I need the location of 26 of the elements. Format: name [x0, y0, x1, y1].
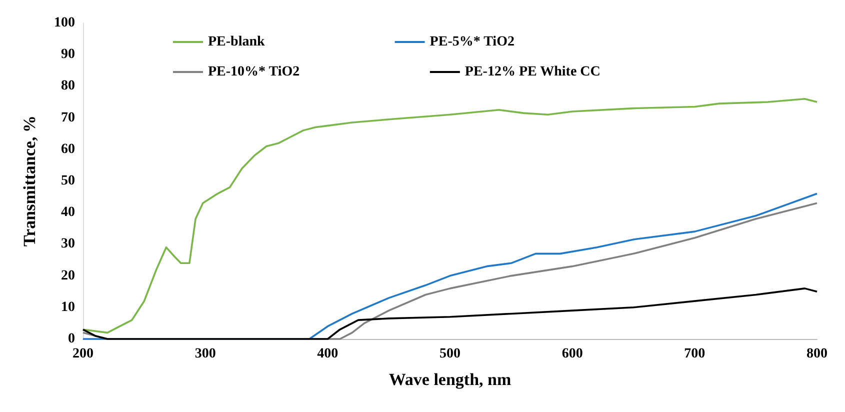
- x-axis-title: Wave length, nm: [388, 370, 512, 389]
- y-tick-label: 10: [61, 300, 75, 315]
- line-series: [82, 98, 818, 334]
- x-tick-label: 500: [440, 346, 460, 362]
- x-tick-label: 600: [562, 346, 583, 362]
- y-axis-title: Transmittance, %: [20, 116, 39, 246]
- x-tick-label: 300: [194, 346, 216, 362]
- line-series: [82, 288, 818, 340]
- x-tick-label: 200: [72, 346, 94, 362]
- y-tick-label: 20: [61, 268, 75, 284]
- y-tick-label: 90: [61, 47, 75, 62]
- legend-label: PE-12% PE White CC: [464, 64, 600, 80]
- y-tick-label: 40: [61, 205, 75, 220]
- y-tick-label: 80: [61, 78, 75, 94]
- legend-label: PE-blank: [208, 34, 266, 50]
- y-tick-label: 70: [61, 110, 75, 126]
- y-tick-label: 30: [61, 236, 75, 252]
- x-tick-label: 800: [806, 346, 828, 362]
- y-tick-label: 60: [61, 142, 75, 157]
- x-tick-label: 700: [684, 346, 706, 362]
- y-tick-label: 0: [68, 332, 75, 346]
- legend-label: PE-5%* TiO2: [430, 34, 514, 50]
- y-tick-label: 100: [54, 16, 75, 30]
- x-tick-label: 400: [317, 346, 338, 362]
- y-tick-label: 50: [61, 174, 75, 188]
- legend-label: PE-10%* TiO2: [208, 64, 300, 80]
